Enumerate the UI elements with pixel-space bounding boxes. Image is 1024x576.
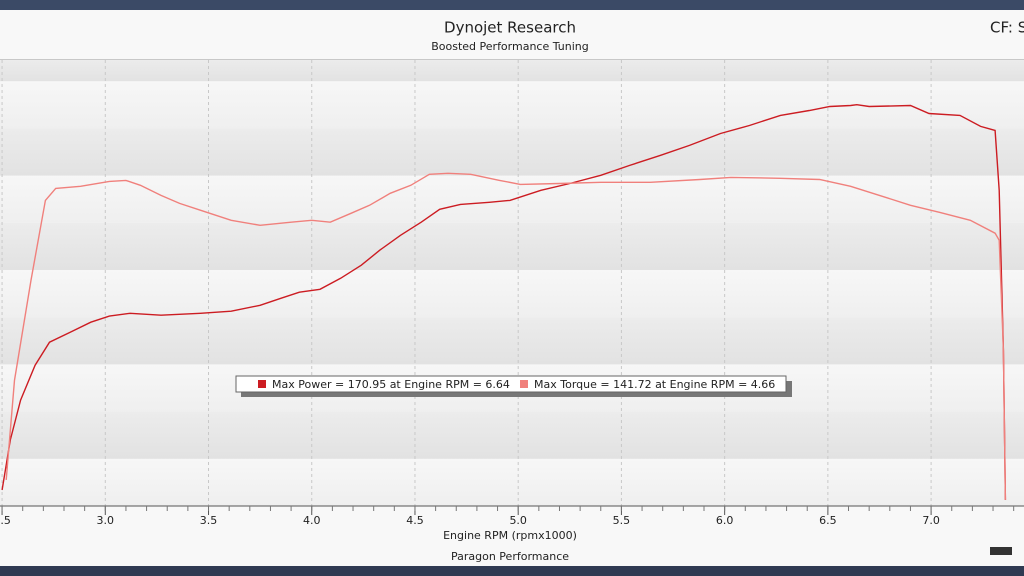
plot-band	[0, 60, 1024, 82]
x-axis: 2.5 3.0 3.5 4.0 4.5 5.0 5.5 6.0 6.5 7.0	[0, 505, 1024, 527]
plot-band	[0, 222, 1024, 270]
legend-swatch	[520, 380, 528, 388]
plot-band	[0, 270, 1024, 318]
bottom-strip	[0, 566, 1024, 576]
x-tick-label: 3.0	[97, 514, 115, 527]
x-tick-label: 2.5	[0, 514, 11, 527]
x-tick-label: 3.5	[200, 514, 218, 527]
x-tick-label: 4.5	[406, 514, 424, 527]
plot	[1, 103, 1007, 500]
corner-label: CF: S	[990, 19, 1024, 37]
legend-label: Max Torque = 141.72 at Engine RPM = 4.66	[534, 378, 775, 391]
x-tick-label: 4.0	[303, 514, 321, 527]
x-tick-label: 5.0	[509, 514, 527, 527]
top-strip	[0, 0, 1024, 12]
legend-box	[235, 375, 787, 393]
plot-band	[0, 317, 1024, 365]
plot-band	[0, 411, 1024, 459]
footer: Paragon Performance	[451, 550, 569, 563]
legend: Max Power = 170.95 at Engine RPM = 6.64 M…	[235, 375, 792, 397]
plot-band	[0, 128, 1024, 176]
x-tick-label: 6.5	[819, 514, 837, 527]
chart-title: Dynojet Research	[444, 19, 576, 37]
x-tick-label: 7.0	[922, 514, 940, 527]
x-tick-label: 6.0	[716, 514, 734, 527]
plot-background	[0, 60, 1024, 506]
legend-label: Max Power = 170.95 at Engine RPM = 6.64	[272, 378, 510, 391]
legend-swatch	[258, 380, 266, 388]
grid	[1, 60, 932, 506]
plot-band	[0, 458, 1024, 506]
x-axis-label: Engine RPM (rpmx1000)	[443, 529, 577, 542]
logo	[990, 547, 1012, 555]
x-tick-label: 5.5	[613, 514, 631, 527]
series-line	[5, 172, 1007, 500]
plot-band	[0, 81, 1024, 129]
series-line	[1, 103, 1007, 500]
chart-subtitle: Boosted Performance Tuning	[431, 40, 589, 53]
